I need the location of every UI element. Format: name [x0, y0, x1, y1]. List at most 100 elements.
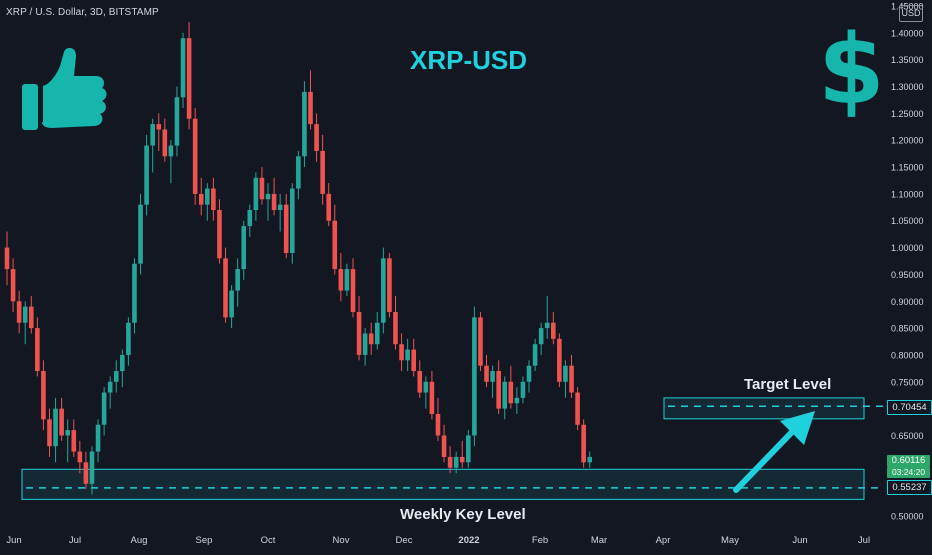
candle-body	[429, 381, 435, 414]
candle-body	[417, 371, 423, 393]
candle-body	[235, 269, 240, 291]
x-tick-label: Mar	[591, 535, 607, 546]
candle-body	[223, 258, 228, 318]
candle-body	[113, 371, 119, 382]
candle-body	[557, 338, 562, 382]
candle-body	[490, 371, 495, 382]
thumbs-up-icon	[22, 47, 107, 130]
y-tick-label: 1.10000	[891, 189, 924, 199]
candle-body	[544, 322, 550, 329]
candle-body	[16, 301, 22, 323]
candle-body	[241, 226, 247, 270]
y-tick-label: 1.45000	[891, 2, 924, 12]
y-tick-label: 1.40000	[891, 28, 924, 38]
candle-body	[59, 408, 64, 436]
candle-body	[362, 333, 368, 355]
candle-body	[302, 91, 307, 157]
candle-body	[453, 456, 459, 468]
candle-body	[581, 424, 586, 463]
arrow-up-right-icon	[733, 411, 815, 493]
x-tick-label: 2022	[458, 535, 479, 546]
candle-body	[587, 456, 593, 463]
candle-body	[180, 38, 186, 98]
candle-body	[387, 258, 392, 312]
candle-body	[338, 269, 344, 291]
currency-selector[interactable]: USD	[899, 5, 923, 22]
y-tick-label: 0.95000	[891, 270, 924, 280]
symbol-line: XRP / U.S. Dollar, 3D, BITSTAMP	[6, 7, 159, 18]
candle-body	[265, 193, 271, 200]
candle-body	[162, 129, 168, 157]
candle-body	[10, 269, 16, 302]
candle-body	[332, 220, 338, 270]
candle-body	[22, 306, 28, 323]
candle-body	[126, 322, 131, 355]
candle-body	[132, 263, 137, 323]
candle-body	[77, 451, 83, 463]
level-box	[663, 397, 865, 420]
candle-body	[411, 349, 416, 372]
candle-body	[247, 210, 253, 227]
candle-body	[229, 290, 234, 318]
candle-body	[174, 97, 180, 146]
candle-body	[271, 193, 277, 210]
candle-body	[308, 91, 313, 125]
candle-body	[205, 188, 210, 205]
x-tick-label: Jun	[792, 535, 807, 546]
y-tick-label: 0.50000	[891, 512, 924, 522]
y-tick-label: 1.20000	[891, 136, 924, 146]
candle-body	[508, 381, 514, 404]
y-tick-label: 1.30000	[891, 82, 924, 92]
last-price-tag: 0.60116	[887, 455, 930, 467]
candle-body	[447, 456, 453, 468]
candle-body	[350, 269, 356, 312]
candle-body	[466, 435, 471, 463]
candle-body	[502, 381, 508, 409]
candle-body	[65, 430, 70, 436]
candle-body	[35, 328, 40, 372]
y-tick-label: 0.65000	[891, 431, 924, 441]
candle-body	[569, 365, 574, 393]
x-tick-label: Oct	[261, 535, 276, 546]
candle-body	[186, 38, 192, 119]
candle-body	[520, 381, 526, 398]
candle-body	[381, 258, 386, 323]
candle-body	[107, 381, 113, 393]
candle-body	[472, 317, 477, 436]
candle-body	[368, 333, 374, 345]
candle-body	[144, 145, 149, 205]
candle-body	[211, 188, 216, 210]
candle-body	[393, 312, 398, 345]
weekly-key-level-label: Weekly Key Level	[400, 506, 526, 523]
level-box	[21, 468, 865, 500]
candle-body	[168, 145, 174, 157]
x-tick-label: Aug	[131, 535, 148, 546]
candle-body	[478, 317, 483, 366]
candle-body	[47, 419, 52, 447]
x-tick-label: Jul	[858, 535, 870, 546]
candle-body	[101, 392, 107, 425]
candle-body	[71, 430, 77, 452]
x-tick-label: Dec	[396, 535, 413, 546]
dollar-sign-icon: $	[818, 14, 885, 126]
countdown-tag: 03:24:20	[887, 467, 930, 478]
candle-body	[138, 204, 143, 264]
candle-body	[374, 322, 380, 345]
y-tick-label: 0.85000	[891, 324, 924, 334]
candle-body	[95, 424, 101, 452]
candle-body	[551, 322, 556, 339]
candle-body	[405, 349, 410, 361]
y-tick-label: 0.80000	[891, 350, 924, 360]
candle-body	[441, 435, 447, 457]
x-tick-label: Jun	[6, 535, 21, 546]
target-price-tag: 0.70454	[887, 400, 932, 415]
candle-body	[459, 456, 465, 463]
candle-body	[514, 397, 520, 404]
y-tick-label: 1.05000	[891, 216, 924, 226]
candle-body	[320, 150, 325, 194]
candle-body	[198, 193, 204, 205]
candle-body	[120, 354, 125, 372]
candle-body	[575, 392, 580, 425]
